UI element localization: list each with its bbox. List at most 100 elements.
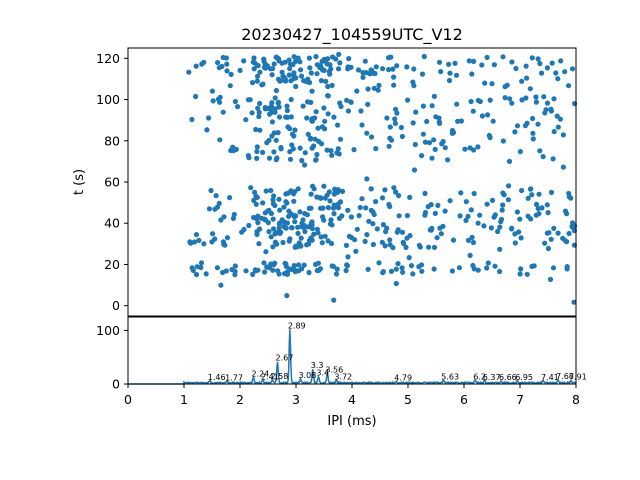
ipi-y-tick-label: 100 xyxy=(96,323,120,338)
raster-point xyxy=(270,216,276,222)
ipi-peak-label: 4.79 xyxy=(394,373,412,382)
raster-point xyxy=(386,67,392,73)
raster-point xyxy=(388,268,395,274)
raster-point xyxy=(440,139,446,145)
raster-point xyxy=(403,244,409,250)
raster-point xyxy=(479,113,485,119)
raster-y-tick-label: 60 xyxy=(104,175,120,190)
raster-point xyxy=(262,269,268,275)
raster-point xyxy=(455,118,461,124)
raster-point xyxy=(529,263,535,269)
raster-point xyxy=(224,68,230,74)
raster-point xyxy=(428,202,434,208)
raster-point xyxy=(466,58,472,64)
raster-point xyxy=(344,97,350,103)
ipi-histogram: 1.46 1.77 2.242.412.582.672.893.083.33.43.… xyxy=(96,316,587,429)
raster-point xyxy=(349,235,355,241)
raster-point xyxy=(227,195,233,201)
raster-point xyxy=(321,105,327,111)
raster-point xyxy=(502,95,508,101)
ipi-peak-label: 3.4 xyxy=(316,369,329,378)
raster-point xyxy=(536,191,542,197)
raster-point xyxy=(528,216,534,222)
raster-point xyxy=(256,113,262,120)
raster-point xyxy=(539,70,545,76)
raster-point xyxy=(398,124,404,131)
raster-point xyxy=(284,271,291,277)
raster-point xyxy=(291,70,297,76)
ipi-x-tick-label: 5 xyxy=(404,392,412,407)
raster-point xyxy=(492,212,498,218)
raster-point xyxy=(366,218,372,224)
raster-point xyxy=(303,79,309,85)
raster-point xyxy=(217,94,223,100)
raster-point xyxy=(214,265,220,271)
raster-point xyxy=(431,93,437,99)
raster-point xyxy=(393,189,399,195)
raster-point xyxy=(424,118,430,125)
raster-point xyxy=(266,207,272,213)
raster-point xyxy=(239,229,245,235)
raster-point xyxy=(551,96,557,102)
raster-point xyxy=(509,100,515,106)
raster-point xyxy=(391,82,397,88)
ipi-peak-label: 6.95 xyxy=(515,373,533,382)
raster-point xyxy=(406,255,412,261)
raster-point xyxy=(292,269,298,275)
raster-point xyxy=(533,94,539,100)
raster-point xyxy=(547,276,554,282)
raster-point xyxy=(530,136,536,142)
raster-point xyxy=(364,232,370,238)
raster-point xyxy=(249,110,255,116)
raster-point xyxy=(313,157,319,163)
raster-point xyxy=(364,176,370,182)
raster-y-tick-label: 20 xyxy=(104,257,120,272)
raster-point xyxy=(560,235,566,241)
raster-point xyxy=(429,103,435,109)
raster-point xyxy=(365,266,371,272)
raster-point xyxy=(295,186,301,192)
raster-point xyxy=(276,225,282,231)
raster-point xyxy=(434,235,440,241)
raster-point xyxy=(475,267,481,273)
raster-point xyxy=(380,66,386,72)
raster-point xyxy=(331,297,337,303)
raster-point xyxy=(475,144,481,150)
raster-point xyxy=(256,109,262,115)
raster-point xyxy=(336,215,343,221)
raster-point xyxy=(529,55,535,61)
raster-point xyxy=(404,64,410,70)
raster-point xyxy=(320,205,326,211)
raster-point xyxy=(462,146,468,152)
raster-point xyxy=(316,267,322,273)
raster-point xyxy=(431,266,437,272)
raster-point xyxy=(261,260,267,266)
raster-point xyxy=(289,142,295,148)
raster-point xyxy=(394,110,400,116)
raster-point xyxy=(312,136,318,142)
raster-point xyxy=(362,238,368,244)
raster-point xyxy=(287,66,293,72)
raster-point xyxy=(437,225,443,231)
raster-point xyxy=(384,115,390,121)
raster-point xyxy=(500,54,506,60)
raster-y-axis-label: t (s) xyxy=(72,169,87,195)
raster-points xyxy=(186,51,578,305)
raster-point xyxy=(454,101,460,107)
raster-point xyxy=(337,199,344,205)
raster-point xyxy=(533,201,540,207)
raster-point xyxy=(529,192,535,198)
raster-point xyxy=(336,151,342,157)
raster-point xyxy=(241,58,247,64)
raster-point xyxy=(283,114,289,120)
raster-point xyxy=(382,187,388,193)
raster-y-tick-label: 80 xyxy=(104,133,120,148)
ipi-peak-label: 3.08 xyxy=(298,371,316,380)
raster-point xyxy=(198,260,205,266)
raster-point xyxy=(286,213,292,219)
ipi-x-tick-label: 4 xyxy=(348,392,356,407)
raster-point xyxy=(280,239,286,246)
raster-point xyxy=(271,130,277,136)
